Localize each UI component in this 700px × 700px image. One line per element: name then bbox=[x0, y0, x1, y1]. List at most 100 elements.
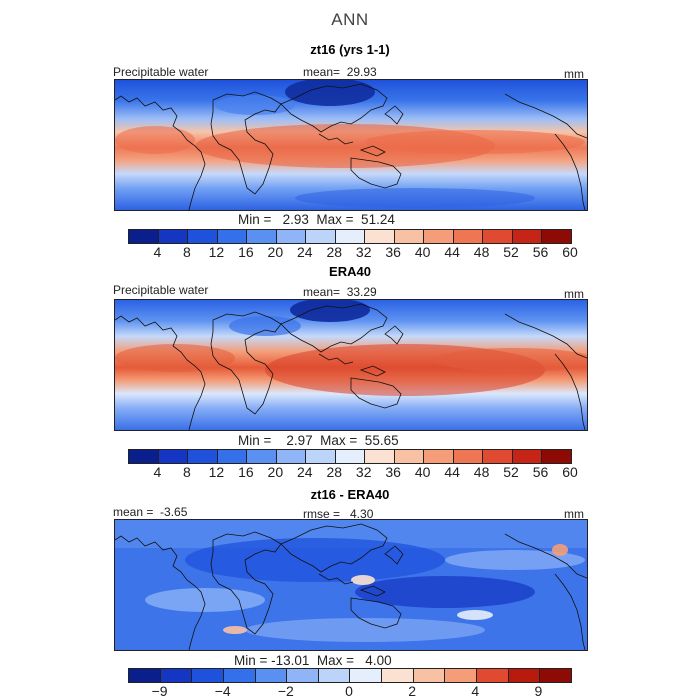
panel-3-min-max: Min = -13.01 Max = 4.00 bbox=[234, 653, 392, 668]
colorbar-tick-label: 9 bbox=[534, 683, 543, 699]
panel-1-atlantic-band bbox=[115, 126, 195, 154]
colorbar-tick-label: −4 bbox=[214, 683, 231, 699]
colorbar-tick-label: 52 bbox=[503, 244, 519, 260]
colorbar-tick-label: −9 bbox=[151, 683, 168, 699]
colorbar-swatch bbox=[365, 230, 395, 243]
panel-2-mean-label: mean= 33.29 bbox=[303, 285, 377, 299]
colorbar-tick-label: 16 bbox=[238, 464, 254, 480]
panel-1-map-plot bbox=[115, 80, 587, 210]
panel-1-units-label: mm bbox=[564, 67, 584, 81]
colorbar-tick-label: 24 bbox=[297, 464, 313, 480]
colorbar-tick-label: 2 bbox=[408, 683, 417, 699]
panel-3-dry-bias-2 bbox=[355, 576, 535, 608]
panel-2-min-max: Min = 2.97 Max = 55.65 bbox=[238, 433, 399, 448]
panel-1-dry-plateau bbox=[285, 80, 375, 106]
colorbar-swatch bbox=[477, 669, 509, 682]
colorbar-swatch bbox=[512, 230, 543, 243]
colorbar-swatch bbox=[129, 450, 159, 463]
colorbar-tick-label: 28 bbox=[326, 464, 343, 480]
panel-2-colorbar-ticks: 4 8 12 16 20 24 28 32 36 40 44 48 52 56 60 bbox=[128, 464, 578, 480]
colorbar-tick-label: 4 bbox=[153, 464, 162, 480]
colorbar-tick-label: 48 bbox=[473, 244, 490, 260]
colorbar-tick-label: 32 bbox=[355, 244, 372, 260]
panel-3-dry-bias-1 bbox=[185, 538, 445, 582]
colorbar-tick-label: 44 bbox=[444, 464, 460, 480]
colorbar-swatch bbox=[542, 450, 571, 463]
panel-2-title: ERA40 bbox=[329, 264, 371, 279]
panel-1-itcz bbox=[365, 130, 585, 154]
colorbar-swatch bbox=[158, 230, 189, 243]
colorbar-swatch bbox=[413, 669, 446, 682]
colorbar-swatch bbox=[483, 230, 513, 243]
colorbar-tick-label: 12 bbox=[208, 464, 225, 480]
colorbar-swatch bbox=[223, 669, 256, 682]
colorbar-swatch bbox=[192, 669, 224, 682]
colorbar-tick-label: 56 bbox=[532, 464, 549, 480]
colorbar-swatch bbox=[382, 669, 414, 682]
panel-3-coastlines bbox=[115, 523, 587, 650]
colorbar-swatch bbox=[188, 230, 218, 243]
panel-1-southern-dry bbox=[295, 188, 535, 208]
panel-3-weak-bias-3 bbox=[245, 618, 485, 642]
panel-1-colorbar-ticks: 4 8 12 16 20 24 28 32 36 40 44 48 52 56 60 bbox=[128, 244, 578, 260]
colorbar-swatch bbox=[318, 669, 351, 682]
colorbar-tick-label: 36 bbox=[385, 464, 401, 480]
colorbar-tick-label: 44 bbox=[444, 244, 460, 260]
panel-2-units-label: mm bbox=[564, 287, 584, 301]
panel-2-itcz bbox=[435, 348, 587, 372]
panel-2-dry-plateau bbox=[290, 300, 370, 322]
colorbar-swatch bbox=[540, 669, 571, 682]
season-title: ANN bbox=[331, 10, 369, 29]
colorbar-tick-label: 40 bbox=[414, 464, 431, 480]
colorbar-swatch bbox=[453, 450, 484, 463]
panel-3-near-zero bbox=[457, 610, 493, 620]
panel-3-units-label: mm bbox=[564, 507, 584, 521]
colorbar-swatch bbox=[129, 230, 159, 243]
colorbar-tick-label: 4 bbox=[471, 683, 480, 699]
colorbar-tick-label: 60 bbox=[562, 464, 578, 480]
colorbar-swatch bbox=[542, 230, 571, 243]
panel-2-sahara-dry bbox=[229, 316, 301, 336]
colorbar-swatch bbox=[335, 450, 366, 463]
panel-1-variable-label: Precipitable water bbox=[113, 65, 209, 79]
colorbar-swatch bbox=[306, 450, 336, 463]
panel-3-moist-bias-2 bbox=[223, 626, 247, 634]
panel-1-min-max: Min = 2.93 Max = 51.24 bbox=[238, 212, 395, 227]
panel-3-map bbox=[114, 519, 588, 651]
panel-1-mean-label: mean= 29.93 bbox=[303, 65, 377, 79]
colorbar-tick-label: 12 bbox=[208, 244, 225, 260]
colorbar-tick-label: −2 bbox=[277, 683, 294, 699]
panel-3-moist-bias-1 bbox=[351, 575, 375, 585]
colorbar-tick-label: 60 bbox=[562, 244, 578, 260]
colorbar-swatch bbox=[129, 669, 161, 682]
panel-1-colorbar bbox=[128, 229, 572, 244]
colorbar-swatch bbox=[158, 450, 189, 463]
panel-1-coastlines bbox=[115, 83, 587, 210]
colorbar-swatch bbox=[445, 669, 478, 682]
colorbar-swatch bbox=[335, 230, 366, 243]
panel-2-map-plot bbox=[115, 300, 587, 430]
colorbar-swatch bbox=[350, 669, 383, 682]
colorbar-swatch bbox=[394, 230, 425, 243]
colorbar-tick-label: 36 bbox=[385, 244, 401, 260]
colorbar-tick-label: 8 bbox=[183, 244, 191, 260]
panel-3-map-plot bbox=[115, 520, 587, 650]
colorbar-swatch bbox=[306, 230, 336, 243]
colorbar-tick-label: 56 bbox=[532, 244, 549, 260]
panel-1-map bbox=[114, 79, 588, 211]
colorbar-swatch bbox=[394, 450, 425, 463]
colorbar-tick-label: 24 bbox=[297, 244, 313, 260]
panel-3-rmse-label: rmse = 4.30 bbox=[303, 507, 374, 521]
panel-1-title: zt16 (yrs 1-1) bbox=[310, 42, 390, 57]
panel-3-weak-bias-1 bbox=[145, 588, 265, 612]
colorbar-tick-label: 52 bbox=[503, 464, 519, 480]
colorbar-tick-label: 0 bbox=[345, 683, 353, 699]
colorbar-swatch bbox=[508, 669, 541, 682]
colorbar-tick-label: 4 bbox=[153, 244, 162, 260]
panel-2-variable-label: Precipitable water bbox=[113, 283, 209, 297]
panel-1-sahara-dry bbox=[215, 95, 295, 115]
panel-2-map bbox=[114, 299, 588, 431]
colorbar-tick-label: 20 bbox=[267, 464, 284, 480]
panel-3-title: zt16 - ERA40 bbox=[310, 487, 390, 502]
panel-3-moist-bias-3 bbox=[552, 544, 568, 556]
